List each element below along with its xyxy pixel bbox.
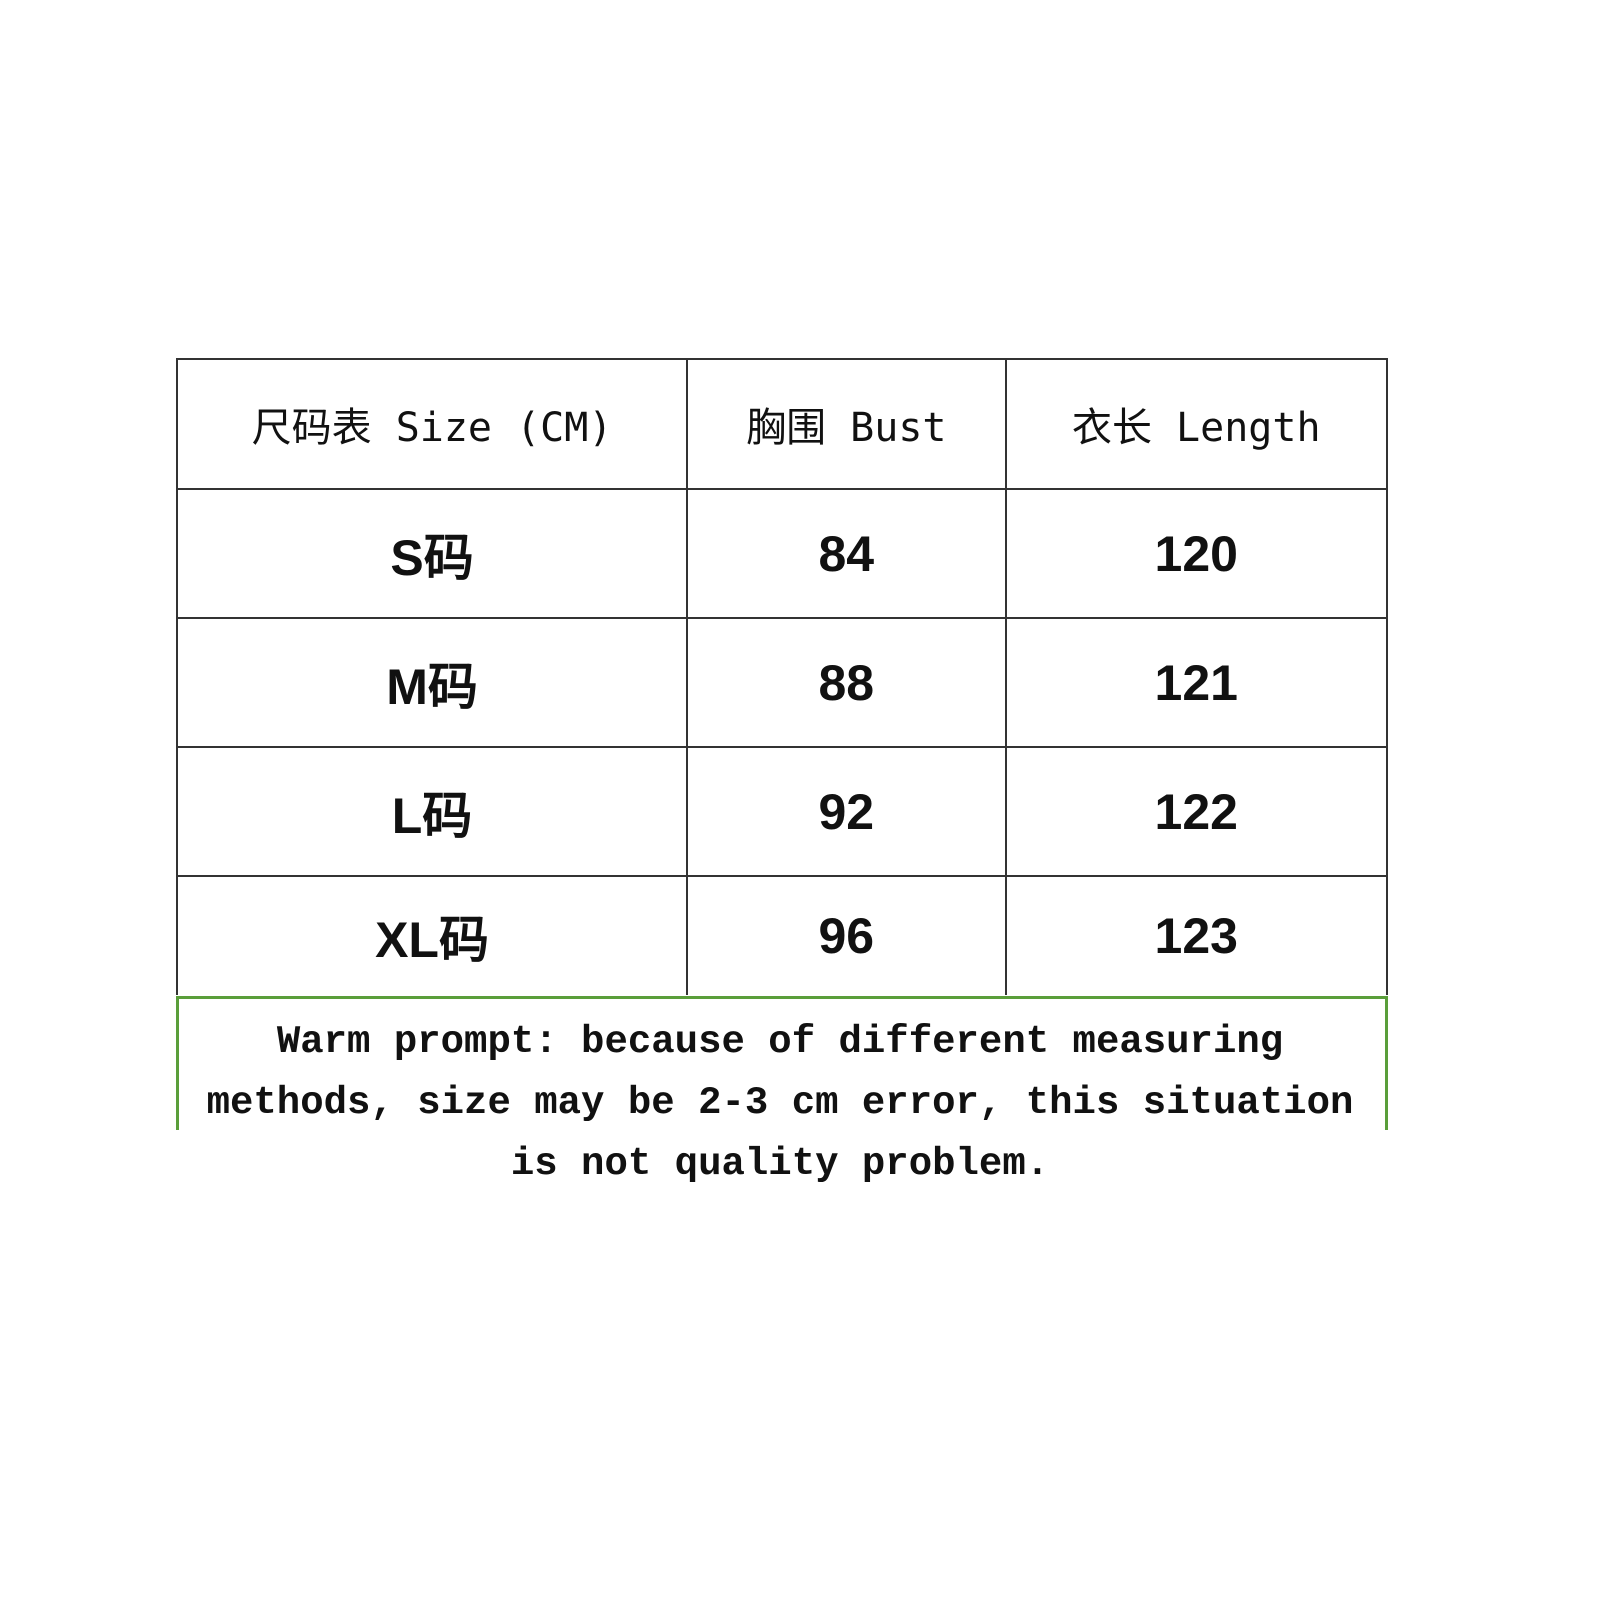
warm-prompt-box: [176, 996, 1388, 1130]
header-bust: 胸围 Bust: [686, 358, 1007, 490]
cell-size: S码: [175, 488, 689, 619]
cell-bust: 84: [686, 488, 1007, 619]
table-row: M码 88 121: [175, 617, 1389, 748]
cell-size: M码: [175, 617, 689, 748]
header-length: 衣长 Length: [1004, 358, 1389, 490]
table-row: S码 84 120: [175, 488, 1389, 619]
table-row: L码 92 122: [175, 746, 1389, 877]
cell-length: 123: [1004, 875, 1389, 995]
cell-length: 120: [1004, 488, 1389, 619]
cell-bust: 96: [686, 875, 1007, 995]
cell-bust: 92: [686, 746, 1007, 877]
size-chart-table: 尺码表 Size (CM) 胸围 Bust 衣长 Length S码 84 12…: [175, 358, 1389, 995]
cell-size: L码: [175, 746, 689, 877]
table-header-row: 尺码表 Size (CM) 胸围 Bust 衣长 Length: [175, 358, 1389, 490]
header-size: 尺码表 Size (CM): [175, 358, 689, 490]
cell-bust: 88: [686, 617, 1007, 748]
warm-prompt-text: Warm prompt: because of different measur…: [206, 1020, 1354, 1186]
cell-size: XL码: [175, 875, 689, 995]
cell-length: 122: [1004, 746, 1389, 877]
cell-length: 121: [1004, 617, 1389, 748]
table-row: XL码 96 123: [175, 875, 1389, 995]
